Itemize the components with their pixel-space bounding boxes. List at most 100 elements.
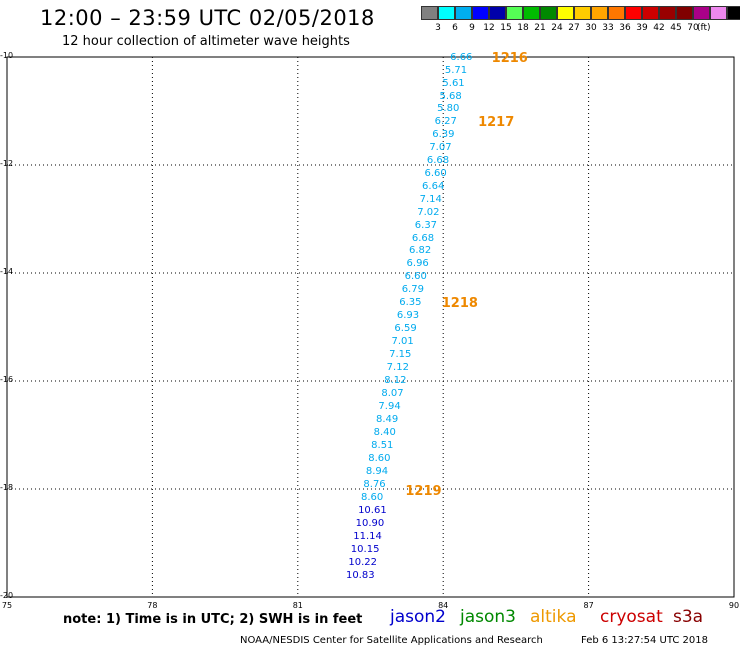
color-swatch bbox=[438, 6, 455, 20]
satellite-label: s3a bbox=[673, 607, 704, 627]
swh-value-label: 6.82 bbox=[408, 245, 432, 257]
color-swatch bbox=[506, 6, 523, 20]
swh-value-label: 7.02 bbox=[417, 206, 440, 218]
satellite-label: jason2 bbox=[390, 607, 446, 627]
swh-value-label: 11.14 bbox=[353, 531, 382, 543]
swh-value-label: 8.51 bbox=[371, 439, 394, 451]
map-subtitle: 12 hour collection of altimeter wave hei… bbox=[62, 34, 350, 49]
y-tick-label: -10 bbox=[0, 51, 14, 60]
x-tick-label: 87 bbox=[583, 601, 594, 610]
color-swatch bbox=[727, 6, 740, 20]
color-swatch bbox=[455, 6, 472, 20]
color-swatch bbox=[625, 6, 642, 20]
swh-value-label: 5.80 bbox=[437, 103, 460, 115]
color-unit-label: (ft) bbox=[697, 23, 711, 33]
color-swatch bbox=[523, 6, 540, 20]
color-tick-label: 15 bbox=[500, 23, 512, 33]
swh-value-label: 6.37 bbox=[414, 219, 438, 231]
swh-value-label: 7.07 bbox=[429, 141, 452, 153]
x-tick-label: 84 bbox=[438, 601, 449, 610]
satellite-label: cryosat bbox=[600, 607, 663, 627]
color-tick-label: 12 bbox=[483, 23, 495, 33]
color-tick-label: 42 bbox=[653, 23, 665, 33]
color-tick-label: 33 bbox=[602, 23, 614, 33]
satellite-label: jason3 bbox=[460, 607, 516, 627]
color-tick-label: 21 bbox=[534, 23, 546, 33]
swh-value-label: 6.68 bbox=[411, 232, 435, 244]
color-swatch bbox=[676, 6, 693, 20]
color-swatch bbox=[472, 6, 489, 20]
swh-value-label: 10.15 bbox=[350, 544, 380, 556]
swh-value-label: 6.79 bbox=[401, 284, 424, 296]
swh-value-label: 6.59 bbox=[394, 323, 417, 335]
swh-value-label: 8.07 bbox=[381, 388, 404, 400]
color-tick-label: 30 bbox=[585, 23, 597, 33]
color-tick-label: 70 bbox=[687, 23, 699, 33]
swh-value-label: 6.60 bbox=[424, 167, 447, 179]
swh-value-label: 8.60 bbox=[360, 492, 384, 504]
y-tick-label: -16 bbox=[0, 375, 14, 384]
pass-time-label: 1216 bbox=[491, 51, 528, 67]
y-tick-label: -18 bbox=[0, 483, 14, 492]
color-tick-label: 6 bbox=[452, 23, 458, 33]
swh-value-label: 10.61 bbox=[358, 505, 387, 517]
swh-value-label: 7.14 bbox=[419, 193, 442, 205]
map-frame bbox=[6, 56, 735, 598]
swh-value-label: 6.66 bbox=[450, 52, 473, 64]
swh-value-label: 7.94 bbox=[378, 401, 401, 412]
color-tick-label: 18 bbox=[517, 23, 529, 33]
color-tick-label: 45 bbox=[670, 23, 682, 33]
color-tick-label: 36 bbox=[619, 23, 631, 33]
swh-value-label: 8.49 bbox=[376, 413, 399, 425]
generation-timestamp: Feb 6 13:27:54 UTC 2018 bbox=[581, 635, 708, 646]
swh-value-label: 5.71 bbox=[444, 64, 468, 76]
swh-value-label: 8.76 bbox=[363, 478, 386, 490]
swh-value-label: 10.83 bbox=[345, 570, 375, 582]
color-swatch bbox=[608, 6, 625, 20]
color-tick-label: 27 bbox=[568, 23, 580, 33]
color-tick-label: 3 bbox=[435, 23, 441, 33]
x-tick-label: 78 bbox=[147, 601, 158, 610]
swh-value-label: 6.60 bbox=[404, 271, 427, 283]
y-tick-label: -20 bbox=[0, 591, 14, 600]
swh-value-label: 6.93 bbox=[396, 310, 420, 322]
credit-line: NOAA/NESDIS Center for Satellite Applica… bbox=[240, 635, 543, 646]
footnote: note: 1) Time is in UTC; 2) SWH is in fe… bbox=[63, 612, 363, 627]
swh-value-label: 8.40 bbox=[373, 426, 396, 438]
satellite-label: altika bbox=[530, 607, 577, 627]
swh-value-label: 7.12 bbox=[386, 362, 409, 374]
swh-value-label: 6.27 bbox=[434, 115, 457, 127]
pass-time-label: 1218 bbox=[441, 296, 478, 312]
pass-time-label: 1217 bbox=[478, 114, 515, 130]
swh-value-label: 8.12 bbox=[384, 375, 407, 387]
swh-value-label: 10.90 bbox=[355, 518, 385, 530]
x-tick-label: 81 bbox=[292, 601, 303, 610]
color-tick-label: 9 bbox=[469, 23, 475, 33]
color-swatch bbox=[642, 6, 659, 20]
color-tick-label: 24 bbox=[551, 23, 563, 33]
color-tick-label: 39 bbox=[636, 23, 648, 33]
color-swatch bbox=[659, 6, 676, 20]
swh-value-label: 6.35 bbox=[399, 297, 422, 309]
x-tick-label: 90 bbox=[728, 601, 740, 610]
color-swatch bbox=[421, 6, 438, 20]
swh-value-label: 7.15 bbox=[389, 349, 412, 361]
color-swatch bbox=[557, 6, 574, 20]
swh-value-label: 7.01 bbox=[391, 336, 414, 348]
swh-value-label: 6.64 bbox=[422, 180, 445, 192]
color-swatch bbox=[693, 6, 710, 20]
swh-value-label: 6.96 bbox=[406, 258, 429, 270]
swh-value-label: 6.68 bbox=[426, 155, 450, 167]
map-title: 12:00 – 23:59 UTC 02/05/2018 bbox=[40, 6, 375, 30]
swh-value-label: 6.39 bbox=[432, 128, 455, 140]
color-swatch bbox=[540, 6, 557, 20]
pass-time-label: 1219 bbox=[405, 483, 442, 499]
swh-value-label: 5.61 bbox=[442, 77, 465, 89]
y-tick-label: -14 bbox=[0, 267, 14, 276]
color-swatch bbox=[710, 6, 727, 20]
x-tick-label: 75 bbox=[1, 601, 13, 610]
color-swatch bbox=[574, 6, 591, 20]
swh-value-label: 8.94 bbox=[365, 465, 389, 477]
swh-value-label: 5.68 bbox=[439, 90, 462, 102]
